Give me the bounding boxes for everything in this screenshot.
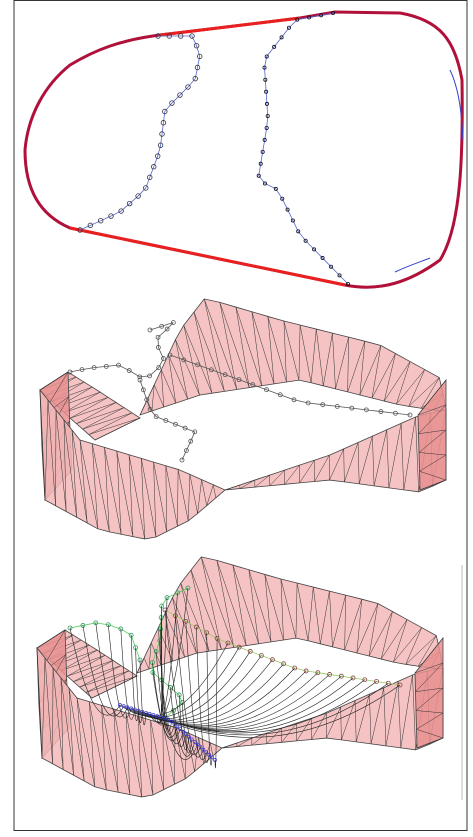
figure — [0, 0, 473, 837]
